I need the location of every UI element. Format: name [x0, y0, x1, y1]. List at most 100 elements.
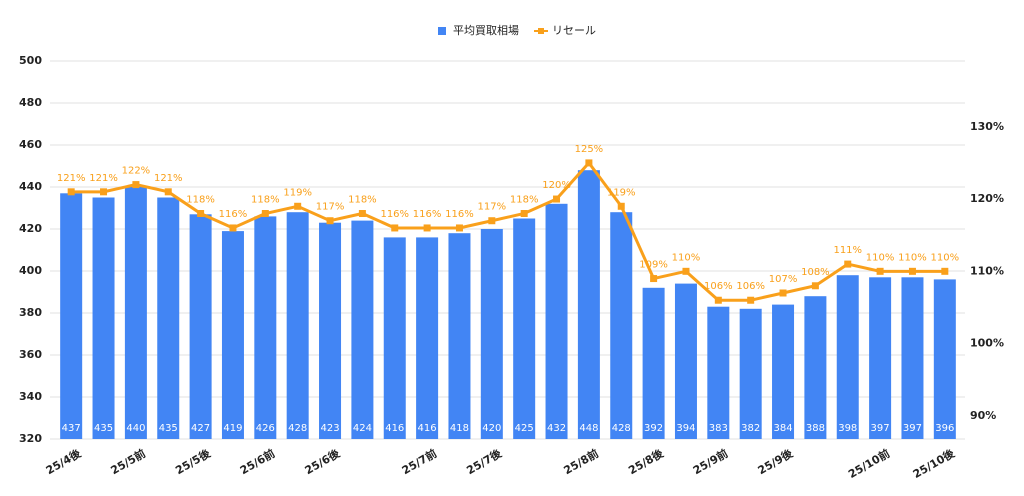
line-value-label: 121%: [154, 173, 183, 184]
bar-value-label: 440: [126, 423, 145, 434]
bar: [92, 197, 115, 439]
bar: [642, 287, 665, 439]
x-tick-label: 25/6前: [237, 446, 277, 477]
line-marker: [132, 181, 140, 189]
legend-label: リセール: [552, 24, 596, 37]
legend-swatch: [438, 27, 446, 35]
y-tick-label: 460: [19, 138, 42, 151]
line-marker: [423, 224, 431, 232]
x-tick-label: 25/10後: [910, 446, 957, 481]
line-marker: [100, 188, 108, 196]
bar: [157, 197, 180, 439]
line-marker: [876, 267, 884, 275]
bar: [836, 275, 859, 439]
line-value-label: 108%: [801, 267, 830, 278]
line-marker: [455, 224, 463, 232]
bar-value-label: 437: [62, 423, 81, 434]
bar: [189, 214, 212, 439]
line-value-label: 111%: [833, 245, 862, 256]
bar-value-label: 432: [547, 423, 566, 434]
bar-value-label: 425: [515, 423, 534, 434]
line-marker: [358, 210, 366, 218]
line-value-label: 118%: [348, 195, 377, 206]
line-marker: [553, 195, 561, 203]
y2-tick-label: 90%: [970, 409, 996, 422]
bar-value-label: 420: [482, 423, 501, 434]
bar-value-label: 435: [159, 423, 178, 434]
line-marker: [488, 217, 496, 225]
line-marker: [844, 260, 852, 268]
line-value-label: 119%: [607, 187, 636, 198]
line-value-label: 122%: [122, 166, 151, 177]
y2-tick-label: 110%: [970, 264, 1004, 277]
x-tick-label: 25/8後: [626, 446, 667, 478]
bar-value-label: 384: [773, 423, 792, 434]
y2-tick-label: 120%: [970, 192, 1004, 205]
y2-tick-label: 100%: [970, 337, 1004, 350]
line-value-label: 116%: [380, 209, 409, 220]
bar: [480, 229, 503, 439]
x-tick-label: 25/7後: [464, 446, 505, 478]
line-value-label: 110%: [672, 252, 701, 263]
line-value-label: 118%: [251, 195, 280, 206]
bar-value-label: 427: [191, 423, 210, 434]
bar-value-label: 423: [320, 423, 339, 434]
bar: [739, 308, 762, 439]
bar: [869, 277, 892, 439]
y-tick-label: 340: [19, 390, 42, 403]
line-value-label: 107%: [769, 274, 798, 285]
x-tick-label: 25/9前: [690, 446, 730, 477]
y-tick-label: 380: [19, 306, 42, 319]
bar: [577, 170, 600, 439]
bar: [545, 203, 568, 439]
line-marker: [520, 210, 528, 218]
line-marker: [714, 296, 722, 304]
line: [71, 160, 945, 302]
bar-value-label: 397: [871, 423, 890, 434]
line-value-label: 118%: [510, 195, 539, 206]
line-value-label: 109%: [639, 260, 668, 271]
line-value-label: 110%: [866, 252, 895, 263]
bar-value-label: 392: [644, 423, 663, 434]
legend-label: 平均買取相場: [453, 24, 519, 37]
line-value-label: 121%: [57, 173, 86, 184]
bar-value-label: 428: [612, 423, 631, 434]
line-marker: [164, 188, 172, 196]
line-marker: [261, 210, 269, 218]
bar: [674, 283, 697, 439]
bar: [448, 233, 471, 439]
line-marker: [682, 267, 690, 275]
bar-value-label: 398: [838, 423, 857, 434]
bar-value-label: 448: [579, 423, 598, 434]
bar: [513, 218, 536, 439]
y2-tick-label: 130%: [970, 120, 1004, 133]
bar: [60, 193, 83, 439]
bar: [124, 187, 147, 439]
bar: [804, 296, 827, 439]
bar-value-label: 426: [256, 423, 275, 434]
bar-value-label: 435: [94, 423, 113, 434]
y-tick-label: 320: [19, 432, 42, 445]
line-value-label: 117%: [316, 202, 345, 213]
bar-value-label: 388: [806, 423, 825, 434]
bar: [707, 306, 730, 439]
line-marker: [197, 210, 205, 218]
line-value-label: 125%: [575, 144, 604, 155]
x-tick-label: 25/7前: [399, 446, 439, 477]
y-tick-label: 440: [19, 180, 42, 193]
y-tick-label: 420: [19, 222, 42, 235]
line-value-label: 106%: [736, 281, 765, 292]
bar: [772, 304, 795, 439]
bar-value-label: 428: [288, 423, 307, 434]
line-value-label: 116%: [445, 209, 474, 220]
bar-value-label: 416: [418, 423, 437, 434]
x-tick-label: 25/8前: [561, 446, 601, 477]
x-tick-label: 25/10前: [846, 446, 893, 481]
bar: [286, 212, 309, 439]
line-marker: [650, 275, 658, 283]
line-marker: [941, 267, 949, 275]
bar: [254, 216, 277, 439]
line-marker: [229, 224, 237, 232]
bar-value-label: 383: [709, 423, 728, 434]
